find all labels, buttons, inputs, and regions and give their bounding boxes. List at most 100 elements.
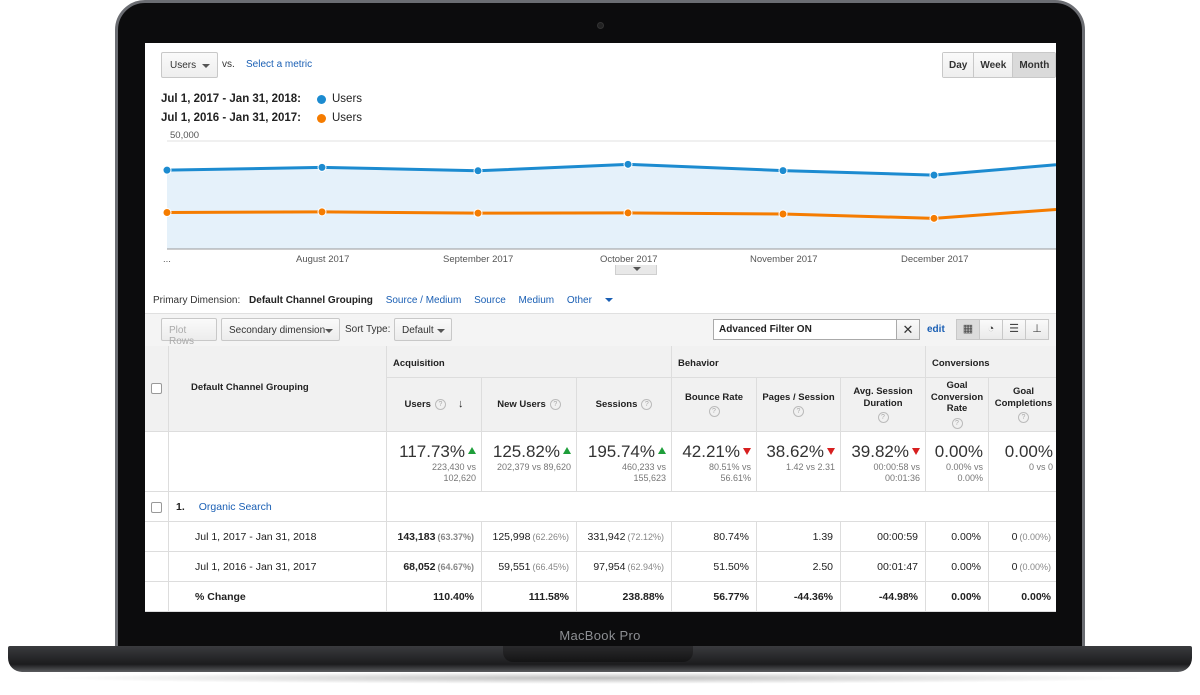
channel-link-organic-search[interactable]: Organic Search <box>198 500 272 513</box>
camera-icon <box>597 22 604 29</box>
cell-share: (0.00%) <box>1019 561 1051 572</box>
cell-value: 331,942 <box>587 530 626 543</box>
arrow-up-icon <box>658 447 666 455</box>
comparison-view-icon[interactable]: ⊥ <box>1025 319 1049 340</box>
summary-percent-value: 195.74% <box>587 442 655 461</box>
group-header-behavior: Behavior <box>672 346 926 378</box>
summary-percent-value: 117.73% <box>399 442 465 461</box>
cell-value: -44.98% <box>878 590 918 603</box>
cell-share: (62.26%) <box>532 531 569 542</box>
users-line-chart[interactable]: 50,00025,000 <box>145 131 1056 271</box>
summary-percent-value: 39.82% <box>851 442 909 461</box>
x-tick-label: November 2017 <box>750 254 818 265</box>
channel-index: 1. <box>176 500 185 513</box>
data-point <box>162 165 172 175</box>
cell-value: 2.50 <box>812 560 833 573</box>
cell-value: 00:01:47 <box>877 560 918 573</box>
table-cell: 125,998 (62.26%) <box>482 522 577 552</box>
cell-value: 110.40% <box>433 590 474 603</box>
legend-range-previous: Jul 1, 2016 - Jan 31, 2017: <box>161 112 302 124</box>
vs-label: vs. <box>222 59 235 70</box>
table-cell: 331,942 (72.12%) <box>577 522 672 552</box>
primary-dimension-bar: Primary Dimension: Default Channel Group… <box>153 295 633 306</box>
help-icon[interactable]: ? <box>951 417 963 429</box>
col-header-bounce-rate[interactable]: Bounce Rate? <box>672 378 757 432</box>
table-cell: 143,183 (63.37%) <box>387 522 482 552</box>
col-header-sessions[interactable]: Sessions? <box>577 378 672 432</box>
cell-value: 56.77% <box>713 590 749 603</box>
row-checkbox[interactable] <box>151 502 162 513</box>
col-header-pages-session[interactable]: Pages / Session? <box>757 378 841 432</box>
cell-value: 00:00:59 <box>877 530 918 543</box>
pie-view-icon[interactable]: ◔ <box>979 319 1003 340</box>
dimension-selected[interactable]: Default Channel Grouping <box>249 295 373 306</box>
period-week-button[interactable]: Week <box>974 53 1014 77</box>
edit-filter-link[interactable]: edit <box>927 324 945 335</box>
table-cell: 00:01:47 <box>841 552 926 582</box>
cell-value: 97,954 <box>593 560 626 573</box>
help-icon[interactable]: ? <box>549 398 561 410</box>
secondary-dimension-select[interactable]: Secondary dimension <box>221 318 340 341</box>
sort-desc-icon: ↓ <box>457 397 464 410</box>
dimension-link-medium[interactable]: Medium <box>518 295 555 306</box>
channel-cell: 1. Organic Search <box>169 492 387 522</box>
summary-percent: 39.82% <box>841 442 925 462</box>
col-header-new-users-row: New Users? <box>497 398 561 410</box>
sort-type-select[interactable]: Default <box>394 318 452 341</box>
data-point <box>623 208 633 218</box>
select-metric-link[interactable]: Select a metric <box>246 59 313 70</box>
col-header-new-users[interactable]: New Users? <box>482 378 577 432</box>
cell-share: (66.45%) <box>532 561 569 572</box>
summary-percent: 125.82% <box>482 442 576 462</box>
table-cell: 1.39 <box>757 522 841 552</box>
performance-view-icon[interactable]: ☰ <box>1002 319 1026 340</box>
dimension-link-source-medium[interactable]: Source / Medium <box>385 295 462 306</box>
dimension-column-header[interactable]: Default Channel Grouping <box>169 346 387 432</box>
device-label: MacBook Pro <box>559 628 641 643</box>
col-header-goal-completions[interactable]: Goal Completions? <box>989 378 1056 432</box>
col-header-sessions-row: Sessions? <box>596 398 653 410</box>
summary-cell: 38.62% 1.42 vs 2.31 <box>757 432 841 492</box>
col-header-goal-conversion-rate[interactable]: Goal Conversion Rate? <box>926 378 989 432</box>
summary-comparison: 0.00% <box>957 473 983 484</box>
col-header-pages-session-label: Pages / Session <box>762 391 835 403</box>
period-month-button[interactable]: Month <box>1013 53 1056 77</box>
x-tick-label: August 2017 <box>296 254 350 265</box>
table-cell: 97,954 (62.94%) <box>577 552 672 582</box>
summary-comparison: 1.42 vs 2.31 <box>785 462 835 472</box>
arrow-up-icon <box>563 447 571 455</box>
metric-select[interactable]: Users <box>161 52 218 78</box>
close-icon[interactable]: ✕ <box>896 319 920 340</box>
period-day-button[interactable]: Day <box>943 53 975 77</box>
dimension-link-other[interactable]: Other <box>567 295 623 306</box>
help-icon[interactable]: ? <box>434 398 446 410</box>
data-point <box>623 159 633 169</box>
help-icon[interactable]: ? <box>708 406 720 418</box>
help-icon[interactable]: ? <box>793 406 804 418</box>
cell-value: 1.39 <box>812 530 833 543</box>
cell-value: 125,998 <box>492 530 531 543</box>
summary-comparison: 202,379 vs 89,620 <box>496 462 571 472</box>
table-cell: 111.58% <box>482 582 577 612</box>
plot-rows-button[interactable]: Plot Rows <box>161 318 217 347</box>
dimension-link-source[interactable]: Source <box>474 295 506 306</box>
data-point <box>473 166 483 176</box>
table-cell: 0 (0.00%) <box>989 552 1056 582</box>
advanced-filter-input[interactable]: Advanced Filter ON <box>713 319 897 340</box>
select-all-checkbox[interactable] <box>151 383 162 394</box>
help-icon[interactable]: ? <box>1018 411 1029 423</box>
col-header-avg-session-duration[interactable]: Avg. Session Duration? <box>841 378 926 432</box>
summary-comparison: 0 vs 0 <box>1028 462 1053 472</box>
table-view-icon[interactable]: ▦ <box>956 319 980 340</box>
data-point <box>778 166 788 176</box>
help-icon[interactable]: ? <box>877 411 889 423</box>
summary-comparison: 155,623 <box>633 473 666 484</box>
series-area <box>167 164 1056 249</box>
cell-value: 0.00% <box>951 590 981 603</box>
help-icon[interactable]: ? <box>641 398 653 410</box>
chart-expander[interactable] <box>615 265 657 275</box>
data-point <box>929 170 939 180</box>
cell-value: 111.58% <box>528 590 569 603</box>
cell-value: 80.74% <box>713 530 749 543</box>
col-header-users[interactable]: Users? ↓ <box>387 378 482 432</box>
